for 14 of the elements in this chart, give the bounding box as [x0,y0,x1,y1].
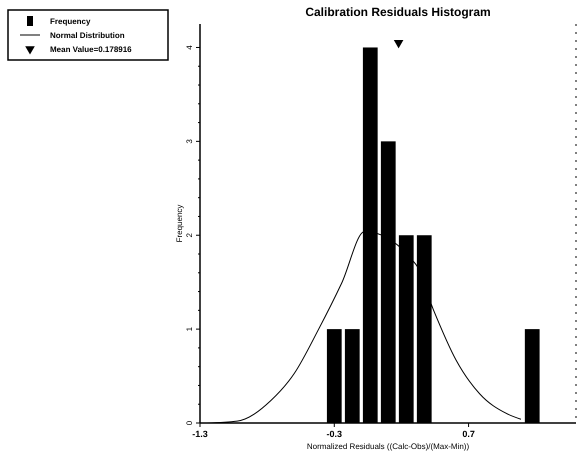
y-tick-label: 2 [185,232,194,238]
x-tick-label: -1.3 [192,429,208,439]
chart-title: Calibration Residuals Histogram [305,5,491,19]
legend-label: Mean Value=0.178916 [50,45,132,54]
legend-label: Normal Distribution [50,31,125,40]
x-tick-label: 0.7 [462,429,475,439]
x-tick-label: -0.3 [326,429,342,439]
legend-label: Frequency [50,17,92,26]
y-axis-title: Frequency [175,204,184,242]
y-tick-label: 3 [185,138,194,144]
y-tick-label: 1 [185,326,194,332]
y-tick-label: 4 [185,44,194,50]
x-axis-title: Normalized Residuals ((Calc-Obs)/(Max-Min)) [306,442,470,451]
y-tick-label: 0 [185,420,194,426]
